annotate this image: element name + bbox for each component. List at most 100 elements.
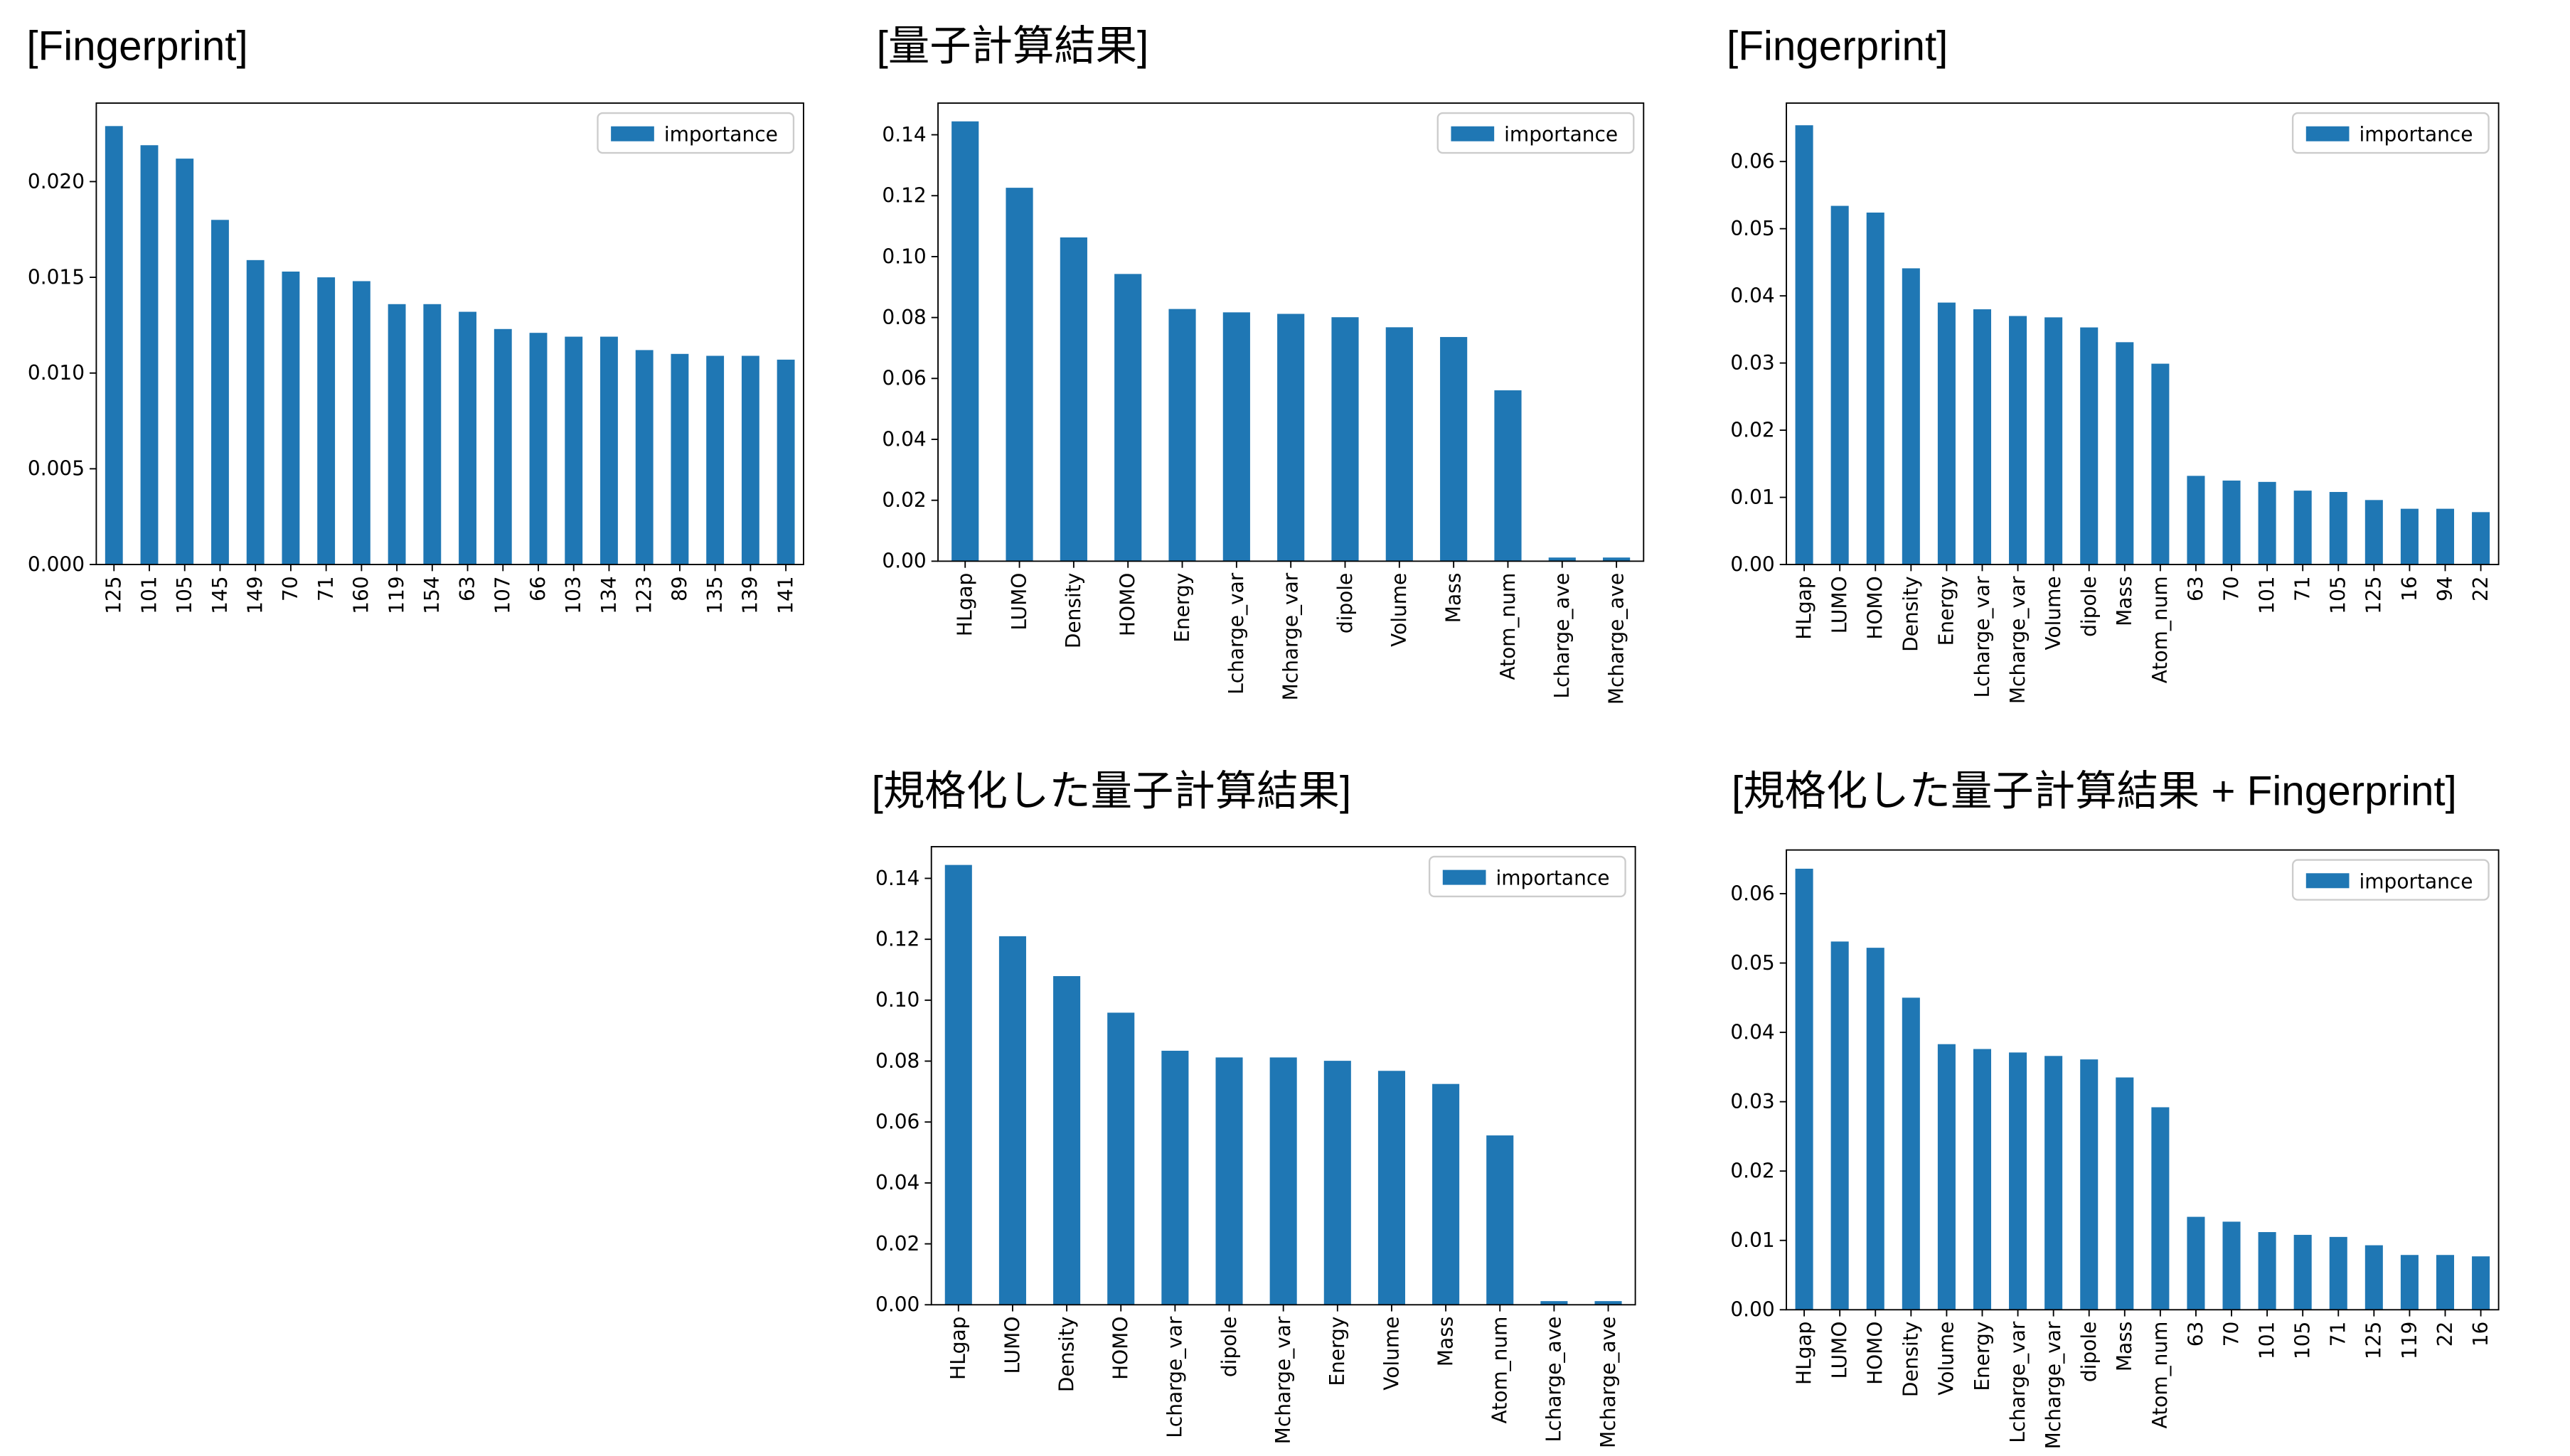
legend-label: importance	[1504, 123, 1618, 146]
y-tick-label: 0.01	[1730, 1228, 1774, 1252]
y-tick-label: 0.00	[1730, 1298, 1774, 1322]
x-tick-label: 125	[102, 576, 126, 614]
bar	[1902, 268, 1920, 565]
bar	[176, 159, 194, 565]
y-tick-label: 0.06	[875, 1110, 919, 1134]
bar	[2364, 1245, 2383, 1310]
bar	[2472, 1256, 2490, 1310]
chart-title: [Fingerprint]	[26, 23, 247, 69]
y-tick-label: 0.02	[1730, 1160, 1774, 1183]
x-tick-label: Mass	[2113, 1322, 2136, 1372]
bar	[2400, 1255, 2419, 1310]
bar	[2258, 481, 2276, 565]
x-tick-label: 101	[2255, 1322, 2278, 1359]
y-tick-label: 0.00	[882, 550, 926, 573]
bar	[2151, 1107, 2170, 1310]
x-tick-label: HOMO	[1109, 1317, 1133, 1380]
x-tick-label: Lcharge_ave	[1542, 1317, 1566, 1442]
x-tick-label: 135	[703, 576, 727, 614]
bar	[1830, 205, 1849, 565]
x-tick-label: Mcharge_ave	[1596, 1317, 1620, 1448]
axes-frame	[1786, 849, 2500, 1311]
bar	[1937, 1044, 1956, 1310]
bar	[1432, 1083, 1460, 1305]
x-tick-label: 70	[2219, 576, 2243, 601]
legend-swatch	[1442, 869, 1486, 885]
x-tick-label: Lcharge_var	[1225, 572, 1248, 695]
y-tick-label: 0.000	[28, 552, 85, 576]
x-tick-label: 119	[385, 576, 408, 614]
y-tick-label: 0.06	[1730, 882, 1774, 905]
bar	[1594, 1301, 1622, 1305]
bar	[1440, 337, 1468, 562]
x-tick-label: Mass	[1441, 573, 1465, 623]
x-tick-label: Mcharge_var	[2042, 1321, 2065, 1449]
bar	[1548, 557, 1576, 562]
x-tick-label: 141	[774, 576, 797, 614]
x-tick-label: LUMO	[1001, 1317, 1024, 1374]
x-tick-label: HOMO	[1864, 1322, 1887, 1385]
bar	[1937, 302, 1956, 565]
x-tick-label: 119	[2398, 1322, 2421, 1359]
x-tick-label: 103	[562, 576, 585, 614]
bar	[2009, 316, 2027, 565]
chart-title: [規格化した量子計算結果 + Fingerprint]	[1732, 769, 2457, 815]
y-tick-label: 0.03	[1730, 351, 1774, 375]
x-tick-label: 89	[668, 576, 691, 601]
bar	[2364, 500, 2383, 565]
y-tick-label: 0.010	[28, 361, 85, 385]
bar	[494, 328, 512, 565]
legend-label: importance	[664, 123, 778, 146]
bar	[741, 355, 759, 565]
x-tick-label: HLgap	[1792, 1322, 1815, 1385]
x-tick-label: Mass	[2113, 576, 2136, 626]
x-tick-label: 22	[2469, 576, 2492, 601]
bar	[211, 220, 229, 565]
x-tick-label: 63	[456, 576, 479, 601]
y-tick-label: 0.005	[28, 457, 85, 481]
y-tick-label: 0.02	[882, 488, 926, 512]
bar	[2293, 491, 2312, 565]
bar	[2187, 476, 2205, 565]
bar	[459, 311, 476, 565]
y-tick-label: 0.14	[875, 867, 919, 890]
x-tick-label: 70	[279, 576, 302, 601]
y-tick-label: 0.10	[882, 245, 926, 268]
x-tick-label: Density	[1055, 1317, 1078, 1392]
x-tick-label: 154	[420, 576, 444, 614]
bar	[2222, 1221, 2241, 1310]
x-tick-label: Mcharge_var	[1279, 572, 1303, 700]
bar	[1277, 314, 1305, 562]
bar	[1323, 1061, 1351, 1305]
bar	[2329, 492, 2347, 565]
y-tick-label: 0.015	[28, 265, 85, 289]
bar	[1494, 390, 1522, 562]
bar	[282, 272, 300, 565]
x-tick-label: LUMO	[1828, 1322, 1852, 1379]
y-tick-label: 0.05	[1730, 951, 1774, 975]
bar	[998, 936, 1026, 1305]
y-tick-label: 0.12	[882, 184, 926, 208]
y-tick-label: 0.03	[1730, 1090, 1774, 1113]
x-tick-label: Energy	[1326, 1317, 1349, 1386]
x-tick-label: Lcharge_var	[1971, 576, 1994, 698]
legend-swatch	[1451, 126, 1495, 141]
bar	[2151, 363, 2170, 565]
y-tick-label: 0.04	[875, 1171, 919, 1194]
x-tick-label: Volume	[1387, 573, 1411, 647]
x-tick-label: 105	[2291, 1322, 2315, 1359]
y-tick-label: 0.06	[882, 367, 926, 390]
x-tick-label: 101	[137, 576, 161, 614]
bar	[1973, 1049, 1992, 1310]
legend-swatch	[2305, 873, 2350, 889]
x-tick-label: 16	[2398, 576, 2421, 601]
x-tick-label: dipole	[2077, 576, 2101, 636]
x-tick-label: HLgap	[947, 1317, 970, 1380]
bar	[944, 864, 972, 1305]
bar	[1540, 1301, 1568, 1305]
x-tick-label: dipole	[2077, 1322, 2101, 1382]
legend-swatch	[611, 126, 654, 141]
bar	[1795, 125, 1813, 565]
bar	[1269, 1057, 1297, 1305]
